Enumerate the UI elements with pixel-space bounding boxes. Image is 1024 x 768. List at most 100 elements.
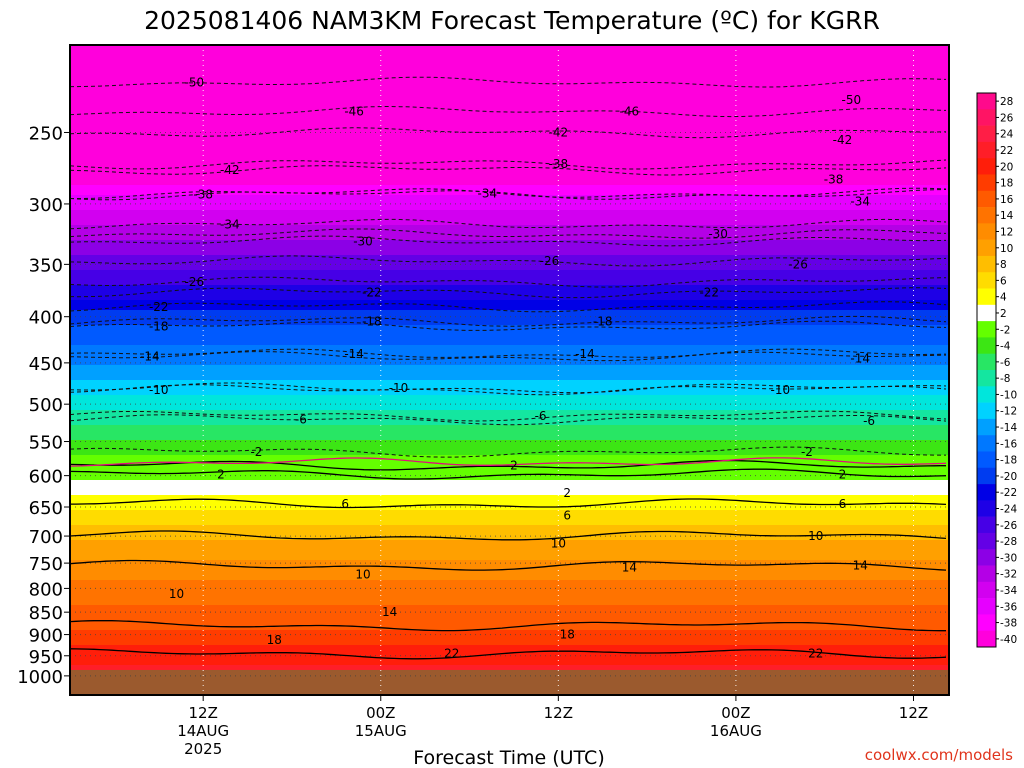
colorbar-swatch	[977, 239, 996, 257]
colorbar-swatch	[977, 93, 996, 110]
colorbar-swatch	[977, 451, 996, 469]
contour-line	[70, 648, 947, 660]
contour-label: -6	[535, 409, 547, 423]
temperature-band	[70, 120, 949, 126]
contour-lines	[70, 76, 947, 660]
temperature-band	[70, 360, 949, 366]
contour-line	[70, 348, 947, 358]
contour-line	[70, 414, 947, 426]
temperature-band	[70, 135, 949, 141]
contour-label: 2	[563, 486, 571, 500]
colorbar-swatch	[977, 272, 996, 289]
contour-label: -6	[295, 413, 307, 427]
temperature-band	[70, 505, 949, 511]
contour-label: -50	[842, 93, 862, 107]
y-tick-label: 350	[29, 255, 63, 276]
contour-label: -26	[540, 254, 560, 268]
chart-title: 2025081406 NAM3KM Forecast Temperature (…	[144, 6, 880, 35]
colorbar-swatch	[977, 581, 996, 599]
temperature-band	[70, 665, 949, 671]
contour-label: -26	[184, 275, 204, 289]
contour-line	[70, 159, 947, 170]
temperature-band	[70, 555, 949, 561]
temperature-band	[70, 195, 949, 201]
contour-labels: -50 -50 -46 -46 -42 -42 -42 -38 -38 -38 -34 -34 -34 -…	[140, 75, 875, 660]
temperature-band	[70, 340, 949, 346]
temperature-band	[70, 630, 949, 636]
colorbar-label: -4	[1000, 341, 1011, 353]
colorbar-swatch	[977, 158, 996, 175]
temperature-band	[70, 605, 949, 611]
colorbar-label: 12	[1000, 227, 1013, 239]
contour-label: -42	[220, 163, 240, 177]
colorbar-swatch	[977, 500, 996, 517]
temperature-band	[70, 435, 949, 441]
temperature-band	[70, 480, 949, 486]
temperature-band	[70, 290, 949, 296]
colorbar-swatch	[977, 630, 996, 648]
temperature-band	[70, 440, 949, 446]
x-tick-label: 12Z	[188, 704, 217, 722]
temperature-band	[70, 490, 949, 496]
contour-line	[70, 619, 946, 632]
colorbar-swatch	[977, 370, 996, 387]
colorbar-label: 24	[1000, 129, 1014, 141]
temperature-band	[70, 95, 949, 101]
x-tick-label: 12Z	[544, 704, 573, 722]
contour-label: 22	[444, 647, 459, 661]
contour-line	[70, 382, 947, 394]
temperature-band	[70, 520, 949, 526]
temperature-band	[70, 415, 949, 421]
contour-label: 6	[839, 497, 847, 511]
temperature-band	[70, 85, 949, 91]
contour-label: -46	[620, 105, 640, 119]
colorbar-label: -38	[1000, 618, 1017, 630]
temperature-band	[70, 295, 949, 301]
temperature-band	[70, 540, 949, 546]
temperature-band	[70, 225, 949, 231]
temperature-band	[70, 380, 949, 386]
colorbar-label: 2	[1000, 308, 1007, 320]
contour-label: -42	[833, 133, 853, 147]
ground-fill	[70, 669, 949, 695]
colorbar-label: 22	[1000, 145, 1013, 157]
temperature-band	[70, 465, 949, 471]
contour-line	[70, 530, 947, 541]
y-tick-label: 1000	[17, 667, 63, 688]
y-tick-label: 650	[29, 498, 63, 519]
temperature-band	[70, 370, 949, 376]
temperature-band	[70, 315, 949, 321]
temperature-band	[70, 565, 949, 571]
contour-label: 10	[808, 529, 823, 543]
colorbar-label: -18	[1000, 455, 1017, 467]
temperature-band	[70, 570, 949, 576]
contour-line	[70, 559, 947, 571]
y-tick-label: 250	[29, 123, 63, 144]
temperature-band	[70, 160, 949, 166]
x-tick-label: 14AUG	[177, 722, 229, 740]
contour-label: 18	[560, 628, 575, 642]
colorbar-swatch	[977, 255, 996, 273]
temperature-band	[70, 640, 949, 646]
temperature-band	[70, 205, 949, 211]
colorbar-label: -10	[1000, 389, 1017, 401]
temperature-band	[70, 180, 949, 186]
contour-line	[70, 228, 947, 239]
colorbar-swatch	[977, 337, 996, 355]
temperature-band	[70, 560, 949, 566]
colorbar-label: -14	[1000, 422, 1017, 434]
temperature-band	[70, 105, 949, 111]
temperature-band	[70, 455, 949, 461]
temperature-band	[70, 260, 949, 266]
y-tick-label: 600	[29, 467, 63, 488]
contour-line	[70, 189, 947, 201]
temperature-band	[70, 60, 949, 66]
contour-label: -22	[362, 285, 382, 299]
contour-label: 6	[341, 497, 349, 511]
temperature-band	[70, 425, 949, 431]
colorbar-label: -6	[1000, 357, 1011, 369]
credit-link[interactable]: coolwx.com/models	[865, 746, 1013, 764]
x-tick-label: 16AUG	[710, 722, 762, 740]
temperature-band	[70, 305, 949, 311]
contour-label: 14	[622, 560, 637, 574]
